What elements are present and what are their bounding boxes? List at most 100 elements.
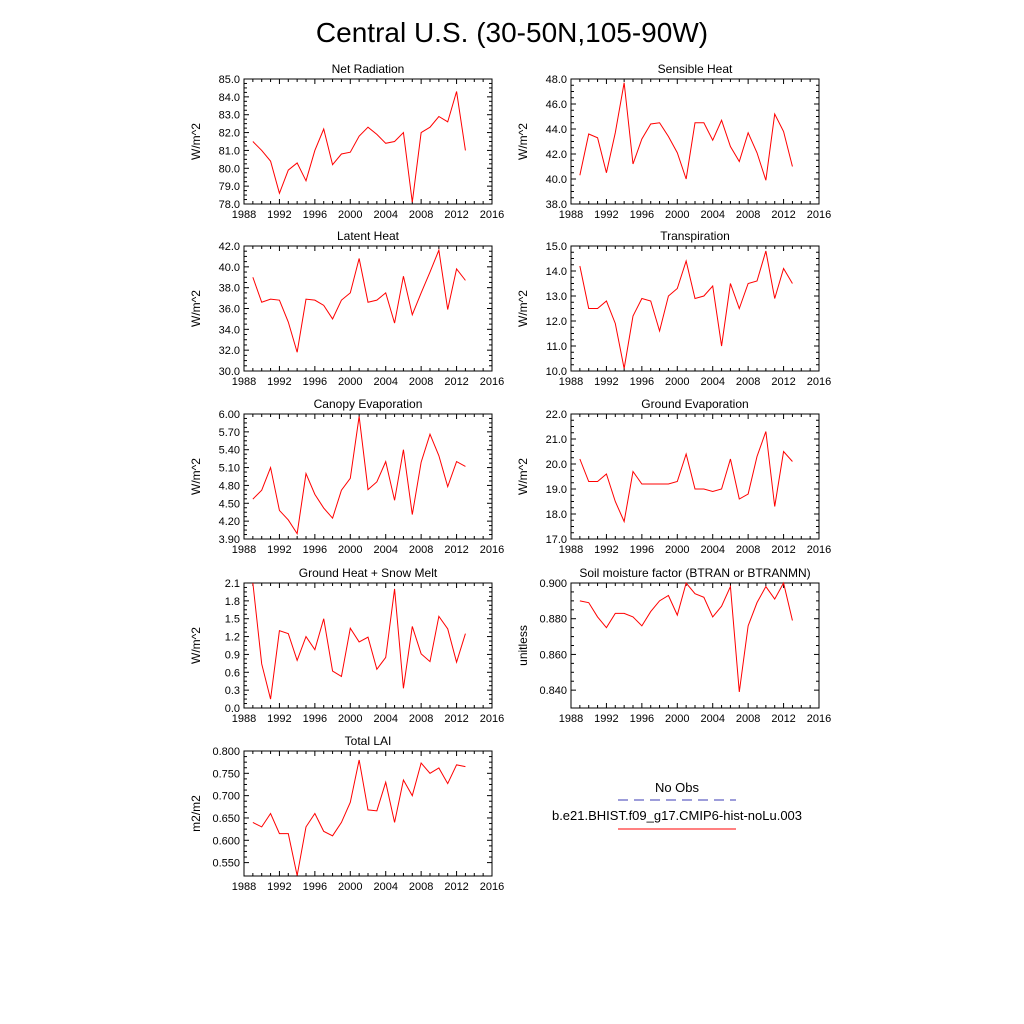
y-axis-label: unitless xyxy=(516,625,530,666)
panels: Net Radiation W/m^2 1988 1992 1996 2000 2004 20… xyxy=(189,62,831,893)
y-tick-label: 48.0 xyxy=(546,74,567,86)
x-tick-label: 1996 xyxy=(630,544,654,556)
x-tick-label: 1996 xyxy=(630,209,654,221)
x-tick-label: 1996 xyxy=(630,376,654,388)
x-tick-label: 2008 xyxy=(736,376,760,388)
y-tick-label: 0.6 xyxy=(225,667,240,679)
x-tick-label: 1988 xyxy=(232,209,256,221)
x-tick-label: 1996 xyxy=(303,209,327,221)
y-tick-label: 14.0 xyxy=(546,266,567,278)
plot-frame xyxy=(570,413,820,540)
x-tick-label: 1992 xyxy=(594,713,618,725)
plot-frame xyxy=(243,413,493,540)
x-tick-label: 2016 xyxy=(480,713,504,725)
y-axis-label: W/m^2 xyxy=(516,290,530,327)
x-tick-label: 2008 xyxy=(409,881,433,893)
panel-canopy-evaporation: Canopy Evaporation W/m^2 1988 1992 1996 2000 2… xyxy=(189,397,504,556)
plot-frame xyxy=(570,245,820,372)
series-line xyxy=(579,250,793,369)
series-line xyxy=(579,581,793,692)
x-tick-label: 1996 xyxy=(303,881,327,893)
y-tick-label: 4.80 xyxy=(219,480,240,492)
panel-sensible-heat: Sensible Heat W/m^2 1988 1992 1996 2000 2004 20… xyxy=(516,62,831,221)
y-tick-label: 78.0 xyxy=(219,199,240,211)
y-tick-label: 0.600 xyxy=(212,835,240,847)
y-axis-label: W/m^2 xyxy=(189,458,203,495)
x-tick-label: 2012 xyxy=(771,209,795,221)
y-tick-label: 0.840 xyxy=(539,685,567,697)
x-tick-label: 1996 xyxy=(303,544,327,556)
x-tick-label: 2004 xyxy=(700,209,724,221)
y-tick-label: 42.0 xyxy=(546,149,567,161)
y-tick-label: 21.0 xyxy=(546,434,567,446)
y-tick-label: 46.0 xyxy=(546,99,567,111)
x-tick-label: 2016 xyxy=(480,376,504,388)
x-tick-label: 2016 xyxy=(807,544,831,556)
y-tick-label: 0.9 xyxy=(225,649,240,661)
x-tick-label: 1988 xyxy=(559,376,583,388)
y-axis-label: W/m^2 xyxy=(189,123,203,160)
y-tick-label: 1.2 xyxy=(225,632,240,644)
x-tick-label: 1988 xyxy=(232,713,256,725)
x-tick-label: 1988 xyxy=(559,544,583,556)
x-tick-label: 2000 xyxy=(338,881,362,893)
legend: No Obs b.e21.BHIST.f09_g17.CMIP6-hist-no… xyxy=(552,780,802,830)
y-tick-label: 42.0 xyxy=(219,241,240,253)
y-tick-label: 3.90 xyxy=(219,534,240,546)
x-tick-label: 2004 xyxy=(373,713,397,725)
y-axis-label: W/m^2 xyxy=(189,627,203,664)
x-tick-label: 1992 xyxy=(594,209,618,221)
x-tick-label: 1996 xyxy=(303,713,327,725)
panel-title: Transpiration xyxy=(660,229,730,243)
plot-frame xyxy=(570,582,820,709)
panel-title: Soil moisture factor (BTRAN or BTRANMN) xyxy=(579,566,810,580)
series-line xyxy=(252,248,466,353)
y-tick-label: 0.3 xyxy=(225,685,240,697)
panel-latent-heat: Latent Heat W/m^2 1988 1992 1996 2000 2004 2008… xyxy=(189,229,504,388)
x-tick-label: 1992 xyxy=(267,713,291,725)
y-tick-label: 10.0 xyxy=(546,366,567,378)
x-tick-label: 1988 xyxy=(559,713,583,725)
y-tick-label: 5.40 xyxy=(219,445,240,457)
y-tick-label: 38.0 xyxy=(219,283,240,295)
y-tick-label: 38.0 xyxy=(546,199,567,211)
panel-total-lai: Total LAI m2/m2 1988 1992 1996 2000 2004 2008 20… xyxy=(189,734,504,893)
series-line xyxy=(252,91,466,203)
y-tick-label: 20.0 xyxy=(546,459,567,471)
y-tick-label: 84.0 xyxy=(219,92,240,104)
panel-title: Net Radiation xyxy=(332,62,405,76)
x-tick-label: 1988 xyxy=(232,544,256,556)
x-tick-label: 1988 xyxy=(232,376,256,388)
y-tick-label: 22.0 xyxy=(546,409,567,421)
panel-title: Ground Evaporation xyxy=(641,397,748,411)
y-tick-label: 2.1 xyxy=(225,578,240,590)
x-tick-label: 2004 xyxy=(700,376,724,388)
y-tick-label: 0.800 xyxy=(212,746,240,758)
x-tick-label: 2016 xyxy=(480,209,504,221)
y-tick-label: 0.900 xyxy=(539,578,567,590)
x-tick-label: 2008 xyxy=(736,713,760,725)
y-tick-label: 4.50 xyxy=(219,498,240,510)
x-tick-label: 1992 xyxy=(267,544,291,556)
x-tick-label: 2008 xyxy=(736,209,760,221)
panel-title: Ground Heat + Snow Melt xyxy=(299,566,438,580)
x-tick-label: 2000 xyxy=(338,544,362,556)
main-title: Central U.S. (30-50N,105-90W) xyxy=(316,17,708,48)
y-tick-label: 5.10 xyxy=(219,463,240,475)
x-tick-label: 2000 xyxy=(665,544,689,556)
x-tick-label: 1996 xyxy=(303,376,327,388)
x-tick-label: 2008 xyxy=(409,209,433,221)
x-tick-label: 2004 xyxy=(373,881,397,893)
panel-title: Total LAI xyxy=(345,734,392,748)
x-tick-label: 2004 xyxy=(700,713,724,725)
y-tick-label: 83.0 xyxy=(219,110,240,122)
y-axis-label: W/m^2 xyxy=(516,458,530,495)
y-tick-label: 44.0 xyxy=(546,124,567,136)
x-tick-label: 2016 xyxy=(480,544,504,556)
x-tick-label: 2012 xyxy=(444,881,468,893)
x-tick-label: 2004 xyxy=(700,544,724,556)
panel-title: Canopy Evaporation xyxy=(314,397,423,411)
x-tick-label: 2012 xyxy=(444,544,468,556)
y-axis-label: W/m^2 xyxy=(189,290,203,327)
y-tick-label: 4.20 xyxy=(219,516,240,528)
